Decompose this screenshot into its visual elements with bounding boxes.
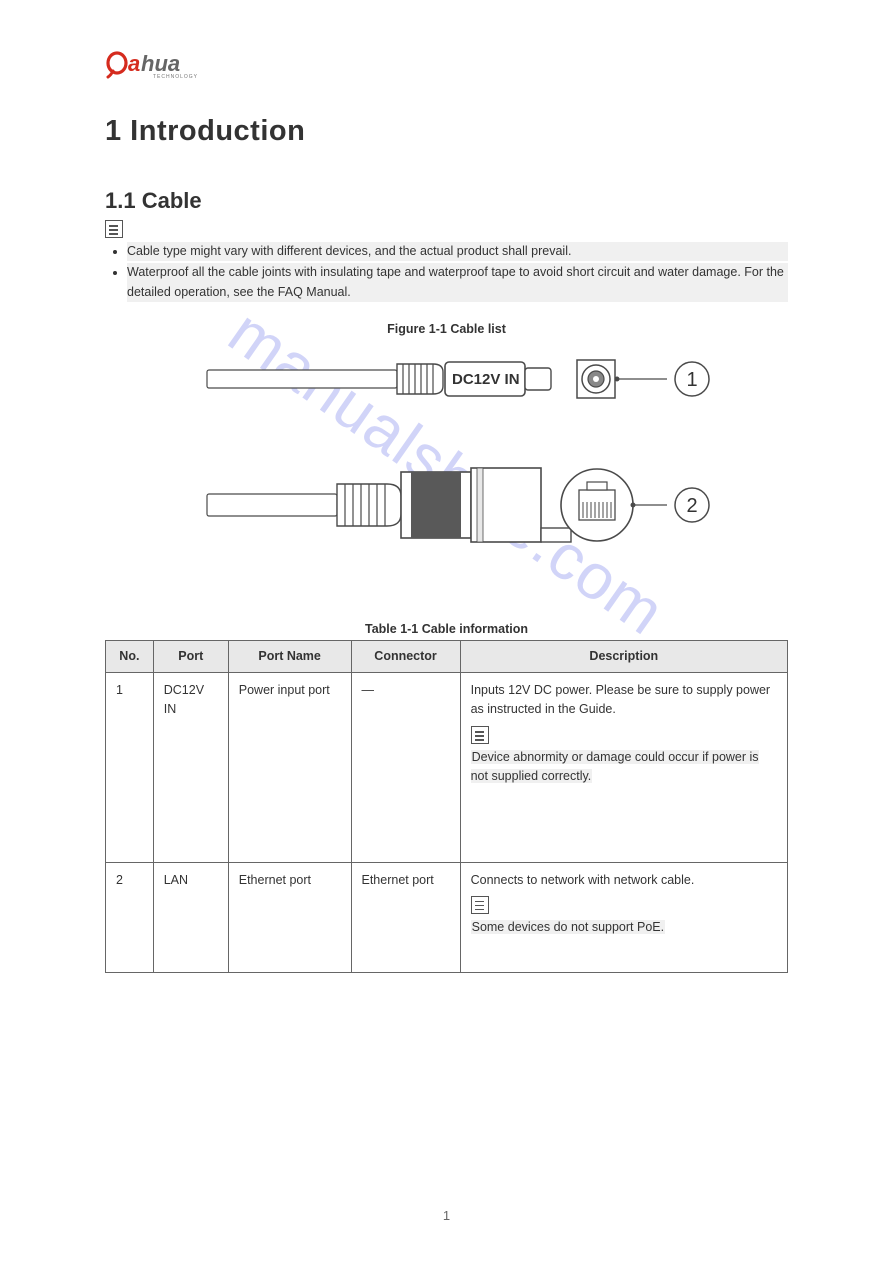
table-row: 2 LAN Ethernet port Ethernet port Connec… xyxy=(106,862,788,972)
cable-dc: DC12V IN 1 xyxy=(207,360,709,398)
cable-ethernet: 2 xyxy=(207,468,709,542)
cell-port: LAN xyxy=(153,862,228,972)
figure-caption: Figure 1-1 Cable list xyxy=(105,322,788,336)
cell-desc: Connects to network with network cable. … xyxy=(460,862,787,972)
page-number: 1 xyxy=(0,1208,893,1223)
desc-highlight: Device abnormity or damage could occur i… xyxy=(471,750,759,783)
cell-conn: Ethernet port xyxy=(351,862,460,972)
cell-no: 2 xyxy=(106,862,154,972)
note-icon xyxy=(471,726,489,744)
note-icon xyxy=(471,896,489,914)
callout-1: 1 xyxy=(686,369,697,391)
th-desc: Description xyxy=(460,641,787,673)
cell-name: Power input port xyxy=(228,672,351,862)
table-header-row: No. Port Port Name Connector Description xyxy=(106,641,788,673)
th-port: Port xyxy=(153,641,228,673)
section-title: 1.1 Cable xyxy=(105,188,788,214)
cell-port: DC12V IN xyxy=(153,672,228,862)
th-no: No. xyxy=(106,641,154,673)
logo-subtext: TECHNOLOGY xyxy=(153,74,198,80)
desc-highlight: Some devices do not support PoE. xyxy=(471,920,665,934)
info-bullets: Cable type might vary with different dev… xyxy=(105,242,788,302)
figure-cable-list: manualshive.com DC12V IN xyxy=(105,342,788,602)
logo-text-hua: hua xyxy=(141,51,180,76)
th-name: Port Name xyxy=(228,641,351,673)
desc-line: Inputs 12V DC power. Please be sure to s… xyxy=(471,681,777,719)
logo-text-a: a xyxy=(128,51,140,76)
note-icon xyxy=(105,220,123,238)
th-conn: Connector xyxy=(351,641,460,673)
cell-no: 1 xyxy=(106,672,154,862)
info-note: Cable type might vary with different dev… xyxy=(105,220,788,302)
info-bullet-1: Cable type might vary with different dev… xyxy=(127,242,788,261)
cable-table: No. Port Port Name Connector Description… xyxy=(105,640,788,973)
info-bullet-2: Waterproof all the cable joints with ins… xyxy=(127,263,788,302)
cell-conn: — xyxy=(351,672,460,862)
table-caption: Table 1-1 Cable information xyxy=(105,622,788,636)
dc-label: DC12V IN xyxy=(452,371,520,388)
cell-desc: Inputs 12V DC power. Please be sure to s… xyxy=(460,672,787,862)
logo: a hua TECHNOLOGY xyxy=(105,50,788,80)
chapter-title: 1 Introduction xyxy=(105,115,788,148)
table-row: 1 DC12V IN Power input port — Inputs 12V… xyxy=(106,672,788,862)
cell-name: Ethernet port xyxy=(228,862,351,972)
desc-line: Connects to network with network cable. xyxy=(471,871,777,890)
callout-2: 2 xyxy=(686,495,697,517)
